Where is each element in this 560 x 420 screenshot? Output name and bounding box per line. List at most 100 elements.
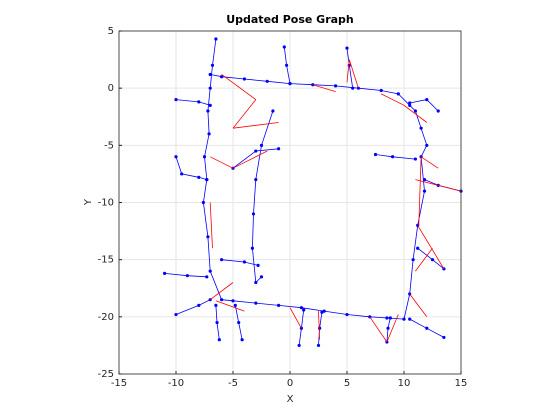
pose-node [240,338,244,342]
pose-node [254,301,258,305]
pose-node [391,155,395,159]
pose-node [254,149,258,153]
pose-node [254,178,258,182]
pose-node [345,312,349,317]
pose-node [430,258,435,262]
pose-node [265,79,269,83]
pose-node [233,303,237,307]
pose-node [373,152,378,157]
pose-node [320,310,324,314]
pose-node [277,147,281,151]
pose-node [425,143,429,147]
pose-node [206,235,210,239]
pose-node [205,178,209,182]
pose-node [422,189,427,193]
pose-node [259,275,264,279]
x-tick-label: -15 [111,378,127,389]
pose-node [174,312,178,317]
pose-node [217,338,221,342]
pose-node [208,269,212,273]
pose-node [231,299,235,303]
pose-node [271,109,275,113]
pose-node [288,81,292,86]
x-tick-label: 5 [344,378,350,389]
pose-node [174,98,178,102]
y-tick-label: -25 [98,369,114,380]
pose-node [215,320,219,325]
pose-node [316,343,321,348]
x-tick-label: -10 [168,378,184,389]
pose-node [396,92,400,96]
pose-node [425,326,429,330]
pose-node [388,316,392,320]
x-axis-label: X [287,394,294,405]
pose-node [220,258,224,262]
pose-node [205,275,209,279]
pose-node [436,109,440,113]
y-tick-label: -5 [104,140,114,151]
pose-node [413,109,417,113]
pose-node [174,155,178,159]
chart-title: Updated Pose Graph [226,13,354,26]
pose-node [416,246,420,250]
pose-node [185,274,189,278]
pose-node [299,306,303,310]
pose-node [197,175,201,179]
pose-node [242,260,246,264]
y-tick-label: -15 [98,255,114,266]
pose-node [277,303,281,307]
pose-node [163,271,167,275]
axes-box [118,30,462,375]
pose-node [408,317,412,321]
pose-node [237,320,241,325]
y-tick-label: 5 [108,26,114,37]
pose-node [250,246,254,250]
series-line [209,59,462,343]
pose-node [259,143,264,147]
y-tick-label: 0 [108,83,114,94]
pose-node [208,72,212,77]
y-axis-label: Y [83,198,94,206]
pose-node [214,303,218,307]
pose-node [302,308,306,312]
pose-node [402,317,406,321]
pose-node [208,103,212,107]
pose-node [242,77,246,81]
x-tick-label: -5 [228,378,238,389]
pose-node [202,155,207,159]
pose-node [408,101,412,105]
pose-node [210,63,215,67]
pose-node [345,46,349,50]
pose-node [256,263,260,267]
pose-node [251,212,256,216]
x-tick-label: 10 [398,378,411,389]
pose-node [408,103,412,107]
pose-node [385,316,389,320]
pose-node [425,98,429,102]
pose-node [197,303,201,307]
pose-node [318,326,322,330]
pose-node [197,100,201,104]
pose-node [180,172,184,176]
pose-node [254,280,258,285]
pose-node [413,157,417,161]
x-tick-label: 15 [455,378,468,389]
pose-node [351,86,355,90]
pose-node [411,258,415,262]
x-tick-label: 0 [287,378,293,389]
pose-node [206,109,210,113]
pose-node [220,75,224,79]
pose-node [419,126,423,130]
pose-node [442,335,446,340]
pose-node [297,343,301,348]
pose-node [422,178,427,182]
y-tick-label: -20 [98,312,114,323]
pose-node [379,88,383,93]
pose-node [334,84,338,88]
pose-node [207,132,211,136]
pose-node [214,37,218,41]
pose-node [201,200,205,205]
